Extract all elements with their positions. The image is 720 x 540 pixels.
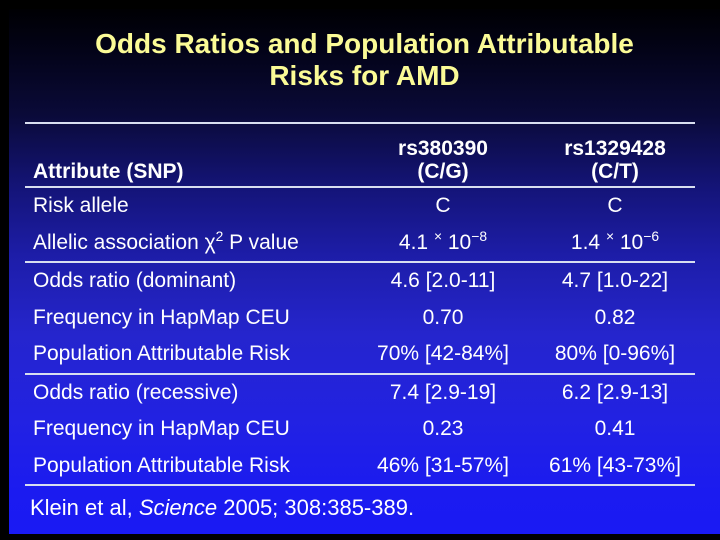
table-header-row: Attribute (SNP) rs380390 (C/G) rs1329428…	[25, 124, 695, 188]
data-table: Attribute (SNP) rs380390 (C/G) rs1329428…	[25, 122, 695, 486]
row-label: Population Attributable Risk	[33, 342, 290, 366]
snp-alleles: (C/G)	[417, 160, 469, 184]
row-value: 4.1 × 10−8	[398, 227, 488, 254]
slide-title: Odds Ratios and Population Attributable …	[95, 28, 634, 92]
row-label: Population Attributable Risk	[33, 453, 290, 477]
column-header-attribute: Attribute (SNP)	[33, 160, 184, 184]
row-value: 61% [43-73%]	[549, 453, 681, 477]
column-header-rs1329428: rs1329428 (C/T)	[535, 137, 695, 184]
row-value: 4.7 [1.0-22]	[561, 269, 669, 293]
row-value: 7.4 [2.9-19]	[389, 380, 497, 404]
row-value: 0.82	[594, 305, 636, 329]
row-value: 46% [31-57%]	[377, 453, 509, 477]
row-label: Odds ratio (dominant)	[33, 269, 237, 293]
table-row: Odds ratio (dominant) 4.6 [2.0-11] 4.7 [1.…	[25, 263, 695, 300]
table-row: Frequency in HapMap CEU 0.70 0.82	[25, 300, 695, 337]
column-header-rs380390: rs380390 (C/G)	[351, 137, 535, 184]
row-value: C	[607, 194, 623, 218]
row-value: 0.23	[422, 417, 464, 441]
row-label: Frequency in HapMap CEU	[33, 305, 290, 329]
table-row: Odds ratio (recessive) 7.4 [2.9-19] 6.2 [2…	[25, 375, 695, 412]
table-row: Frequency in HapMap CEU 0.23 0.41	[25, 411, 695, 448]
row-value: 70% [42-84%]	[377, 342, 509, 366]
row-value: 4.6 [2.0-11]	[390, 269, 496, 293]
table-row: Risk allele C C	[25, 188, 695, 225]
citation: Klein et al, Science 2005; 308:385-389.	[30, 495, 415, 520]
row-value: 1.4 × 10−6	[570, 227, 660, 254]
snp-id: rs1329428	[564, 136, 666, 160]
row-value: 0.41	[594, 417, 636, 441]
snp-id: rs380390	[398, 136, 488, 160]
row-label: Risk allele	[33, 194, 129, 218]
table-row: Population Attributable Risk 46% [31-57%]…	[25, 448, 695, 486]
row-value: 80% [0-96%]	[554, 342, 676, 366]
row-label: Frequency in HapMap CEU	[33, 417, 290, 441]
slide: Odds Ratios and Population Attributable …	[9, 9, 720, 534]
table-row: Allelic association χ2 P value 4.1 × 10−8…	[25, 225, 695, 263]
snp-alleles: (C/T)	[591, 160, 639, 184]
table-body: Risk allele C C Allelic association χ2 P va…	[25, 188, 695, 486]
row-label: Odds ratio (recessive)	[33, 380, 239, 404]
row-label: Allelic association χ2 P value	[33, 227, 299, 254]
row-value: 6.2 [2.9-13]	[561, 380, 669, 404]
row-value: C	[435, 194, 451, 218]
row-value: 0.70	[422, 305, 464, 329]
table-row: Population Attributable Risk 70% [42-84%]…	[25, 336, 695, 375]
